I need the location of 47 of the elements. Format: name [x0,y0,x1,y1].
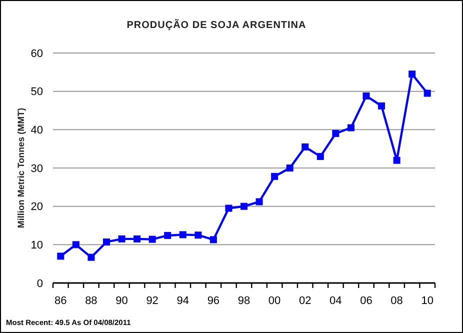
point [408,70,416,78]
x-tick-label: 04 [330,295,342,307]
point [164,232,172,239]
point [347,124,354,132]
point [72,241,80,248]
chart-title: PRODUÇÃO DE SOJA ARGENTINA [126,19,306,31]
x-tick-label: 88 [85,295,98,307]
y-tick-label: 60 [30,48,43,60]
point [256,198,263,206]
y-tick-label: 10 [30,240,43,252]
point [424,90,431,97]
point [316,153,324,160]
x-tick-label: 08 [390,295,403,307]
point [378,102,386,110]
point [210,236,217,244]
y-tick-label: 50 [30,86,43,98]
point [118,235,126,242]
y-tick-label: 40 [30,124,43,137]
point [271,172,278,180]
x-tick-label: 90 [116,295,128,307]
x-tick-label: 96 [207,295,220,307]
x-tick-label: 02 [298,295,312,307]
point [88,254,95,261]
point [332,130,340,137]
point [362,92,370,100]
point [179,231,186,238]
x-tick-label: 98 [238,295,250,307]
point [194,232,202,239]
x-tick-label: 92 [146,295,158,307]
x-tick-label: 94 [176,295,190,307]
point [302,143,309,150]
y-tick-label: 20 [30,201,43,214]
point [57,252,64,260]
point [240,202,248,210]
x-tick-label: 10 [421,295,434,307]
y-axis-title: Million Metric Tonnes (MMT) [16,108,26,228]
point [134,235,141,242]
y-tick-label: 30 [30,162,43,175]
y-tick-label: 0 [36,278,43,290]
point [393,156,400,164]
point [225,204,232,212]
point [148,236,156,243]
point [286,164,294,172]
x-tick-label: 06 [360,295,372,307]
x-tick-label: 86 [54,295,67,307]
point [102,238,110,246]
x-tick-label: 00 [268,295,281,307]
